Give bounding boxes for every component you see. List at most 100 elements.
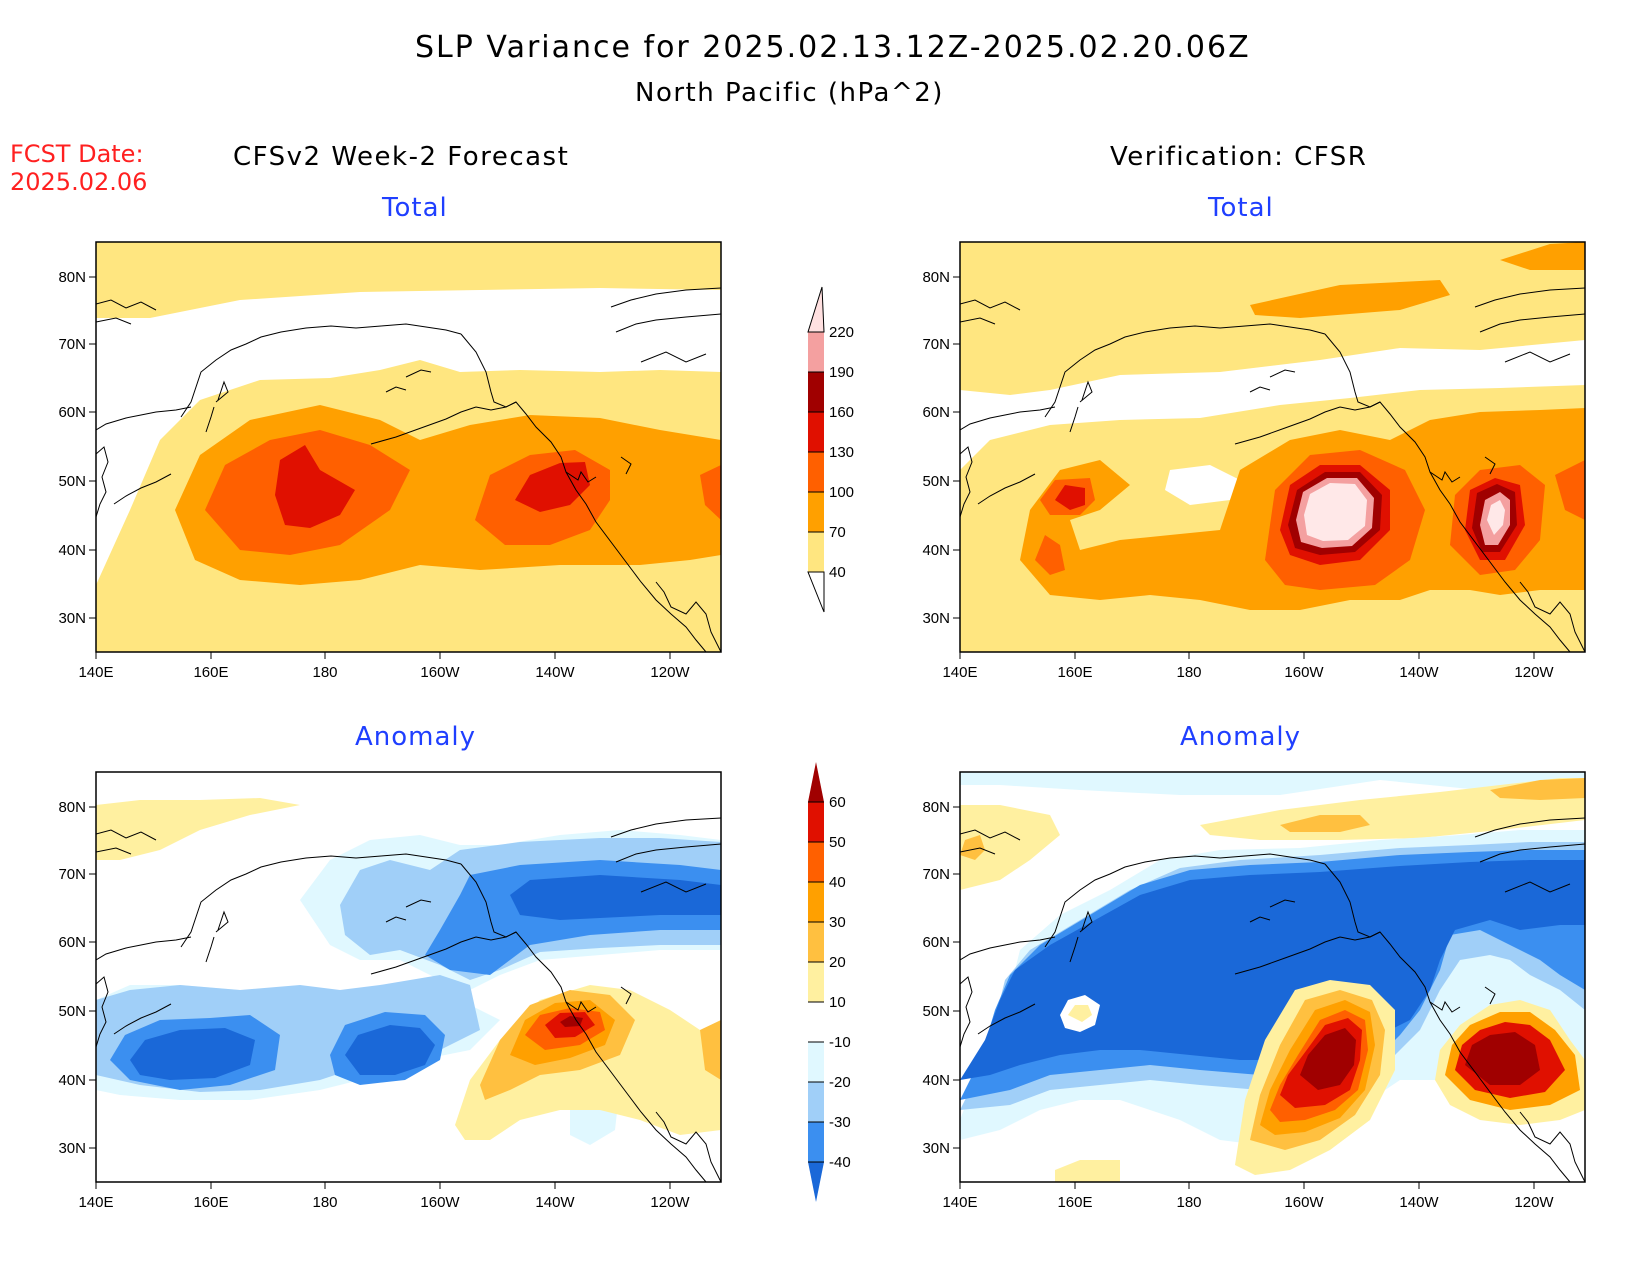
panel-forecast-total bbox=[95, 241, 722, 653]
lat-tick-label: 50N bbox=[58, 473, 86, 490]
lon-tick-label: 140E bbox=[78, 1194, 113, 1211]
lon-tick-label: 140E bbox=[942, 1194, 977, 1211]
axes-layer: 140E 160E 180 160W 140W 120W 80N 70N 60N 50N 40N 30… bbox=[58, 269, 1554, 1211]
lat-tick-label: 50N bbox=[58, 1003, 86, 1020]
lon-tick-label: 180 bbox=[312, 664, 337, 681]
colorbar-swatch bbox=[808, 332, 824, 372]
lat-tick-label: 30N bbox=[58, 610, 86, 627]
colorbar-swatch bbox=[808, 1042, 824, 1082]
colorbar-swatch bbox=[808, 802, 824, 842]
column-title-forecast: CFSv2 Week-2 Forecast bbox=[233, 142, 570, 172]
lat-tick-label: 40N bbox=[922, 1072, 950, 1089]
panel-title-verification-anomaly: Anomaly bbox=[1180, 722, 1302, 752]
panel-verification-total bbox=[959, 241, 1586, 653]
colorbar-swatch bbox=[808, 1082, 824, 1122]
colorbar-swatch bbox=[808, 412, 824, 452]
colorbar-swatch bbox=[808, 962, 824, 1002]
colorbar-label: 40 bbox=[829, 874, 846, 891]
lat-tick-label: 60N bbox=[58, 404, 86, 421]
lat-tick-label: 70N bbox=[58, 866, 86, 883]
lon-tick-label: 140W bbox=[535, 664, 575, 681]
colorbar-label: 30 bbox=[829, 914, 846, 931]
lon-tick-label: 140E bbox=[78, 664, 113, 681]
colorbar-swatch bbox=[807, 286, 825, 333]
lat-tick-label: 50N bbox=[922, 473, 950, 490]
colorbar-swatch bbox=[808, 842, 824, 882]
lat-tick-label: 80N bbox=[58, 799, 86, 816]
lon-tick-label: 160E bbox=[193, 664, 228, 681]
fcst-date-value: 2025.02.06 bbox=[10, 168, 148, 196]
lon-tick-label: 140W bbox=[1399, 664, 1439, 681]
colorbar-swatch bbox=[808, 492, 824, 532]
lon-tick-label: 160E bbox=[193, 1194, 228, 1211]
lat-tick-label: 80N bbox=[922, 269, 950, 286]
lon-tick-label: 180 bbox=[1176, 1194, 1201, 1211]
colorbar-label: 70 bbox=[829, 524, 846, 541]
lat-tick-label: 40N bbox=[922, 542, 950, 559]
lat-tick-label: 70N bbox=[58, 336, 86, 353]
colorbar-end-low bbox=[808, 1162, 824, 1202]
lat-tick-label: 40N bbox=[58, 542, 86, 559]
colorbar-label: 100 bbox=[829, 484, 854, 501]
page-subtitle: North Pacific (hPa^2) bbox=[635, 78, 944, 108]
lon-tick-label: 140E bbox=[942, 664, 977, 681]
colorbar-label: -10 bbox=[829, 1034, 851, 1051]
colorbar-end-high bbox=[808, 762, 824, 802]
column-title-verification: Verification: CFSR bbox=[1110, 142, 1368, 172]
lon-tick-label: 160W bbox=[420, 664, 460, 681]
colorbar-swatch bbox=[808, 1002, 824, 1042]
colorbar-label: -20 bbox=[829, 1074, 851, 1091]
lon-tick-label: 160W bbox=[420, 1194, 460, 1211]
panel-verification-anomaly bbox=[959, 771, 1586, 1183]
lon-tick-label: 160E bbox=[1057, 1194, 1092, 1211]
panel-forecast-anomaly bbox=[95, 771, 722, 1183]
lat-tick-label: 60N bbox=[922, 934, 950, 951]
colorbar-label: 20 bbox=[829, 954, 846, 971]
colorbar-label: 60 bbox=[829, 794, 846, 811]
lat-tick-label: 70N bbox=[922, 866, 950, 883]
colorbar-label: 160 bbox=[829, 404, 854, 421]
lon-tick-label: 160W bbox=[1284, 664, 1324, 681]
lon-tick-label: 120W bbox=[650, 1194, 690, 1211]
lon-tick-label: 120W bbox=[1514, 1194, 1554, 1211]
colorbar-label: 50 bbox=[829, 834, 846, 851]
lat-tick-label: 60N bbox=[58, 934, 86, 951]
panel-title-forecast-anomaly: Anomaly bbox=[355, 722, 477, 752]
lon-tick-label: 120W bbox=[1514, 664, 1554, 681]
lon-tick-label: 160W bbox=[1284, 1194, 1324, 1211]
lon-tick-label: 140W bbox=[535, 1194, 575, 1211]
colorbar-label: 220 bbox=[829, 324, 854, 341]
lat-tick-label: 80N bbox=[922, 799, 950, 816]
colorbar-label: 40 bbox=[829, 564, 846, 581]
lat-tick-label: 70N bbox=[922, 336, 950, 353]
page-title: SLP Variance for 2025.02.13.12Z-2025.02.… bbox=[415, 30, 1251, 65]
colorbar-total: 40 70 100 130 160 190 220 bbox=[807, 286, 854, 613]
lat-tick-label: 30N bbox=[922, 1140, 950, 1157]
colorbar-swatch bbox=[808, 922, 824, 962]
colorbar-swatch bbox=[808, 1122, 824, 1162]
colorbar-label: 130 bbox=[829, 444, 854, 461]
panel-title-forecast-total: Total bbox=[382, 193, 448, 223]
panel-title-verification-total: Total bbox=[1208, 193, 1274, 223]
lon-tick-label: 160E bbox=[1057, 664, 1092, 681]
lat-tick-label: 40N bbox=[58, 1072, 86, 1089]
fcst-date-label: FCST Date: bbox=[10, 140, 144, 168]
lat-tick-label: 80N bbox=[58, 269, 86, 286]
colorbar-label: 10 bbox=[829, 994, 846, 1011]
colorbar-label: -30 bbox=[829, 1114, 851, 1131]
colorbar-anomaly: -40 -30 -20 -10 10 20 30 40 50 60 bbox=[808, 762, 851, 1202]
colorbar-swatch bbox=[808, 882, 824, 922]
lat-tick-label: 50N bbox=[922, 1003, 950, 1020]
lat-tick-label: 30N bbox=[58, 1140, 86, 1157]
colorbar-label: -40 bbox=[829, 1154, 851, 1171]
colorbar-swatch bbox=[808, 452, 824, 492]
lat-tick-label: 60N bbox=[922, 404, 950, 421]
colorbar-swatch bbox=[808, 372, 824, 412]
colorbar-end-low bbox=[807, 571, 825, 613]
lon-tick-label: 140W bbox=[1399, 1194, 1439, 1211]
lon-tick-label: 180 bbox=[312, 1194, 337, 1211]
colorbar-label: 190 bbox=[829, 364, 854, 381]
lat-tick-label: 30N bbox=[922, 610, 950, 627]
colorbar-swatch bbox=[808, 532, 824, 572]
